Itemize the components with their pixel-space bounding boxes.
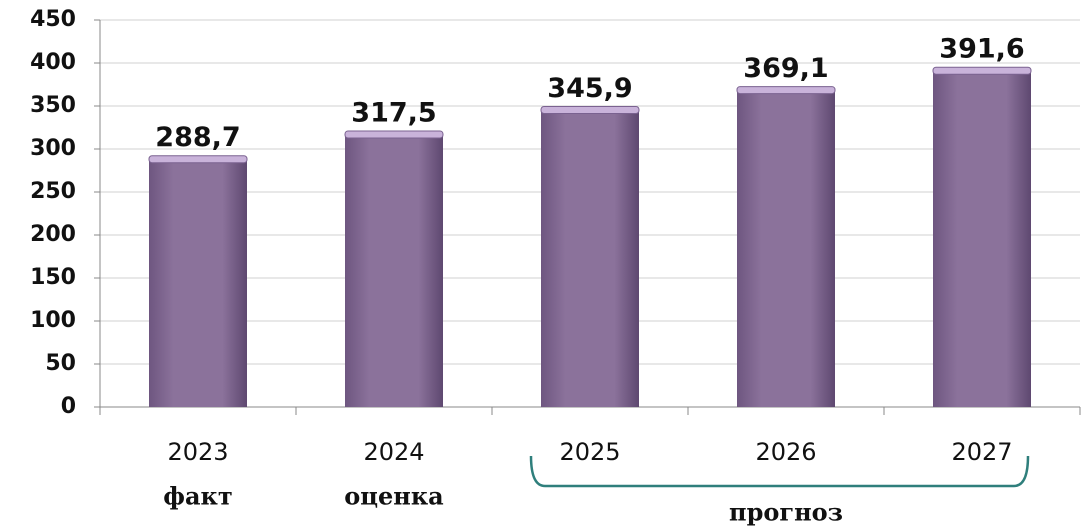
y-tick-label: 450 bbox=[30, 7, 76, 32]
y-tick-label: 250 bbox=[30, 179, 76, 204]
y-tick-label: 300 bbox=[30, 136, 76, 161]
annotation: факт bbox=[163, 482, 232, 511]
bar bbox=[541, 109, 639, 407]
y-tick-label: 50 bbox=[45, 351, 76, 376]
y-tick-label: 400 bbox=[30, 50, 76, 75]
value-label: 345,9 bbox=[547, 73, 632, 104]
y-tick-label: 150 bbox=[30, 265, 76, 290]
bar-cap bbox=[932, 66, 1032, 75]
y-tick-label: 200 bbox=[30, 222, 76, 247]
y-tick-label: 100 bbox=[30, 308, 76, 333]
x-tick-label: 2024 bbox=[363, 438, 424, 466]
annotation: оценка bbox=[344, 482, 443, 511]
bar bbox=[737, 89, 835, 407]
bar-cap bbox=[736, 86, 836, 95]
bar bbox=[149, 158, 247, 407]
x-tick-label: 2023 bbox=[167, 438, 228, 466]
x-tick-label: 2026 bbox=[755, 438, 816, 466]
bracket bbox=[529, 455, 1030, 488]
bar-cap bbox=[344, 130, 444, 139]
y-tick-label: 0 bbox=[61, 394, 76, 419]
bar-cap bbox=[540, 106, 640, 115]
x-tick-label: 2027 bbox=[951, 438, 1012, 466]
value-label: 317,5 bbox=[351, 97, 436, 128]
bar bbox=[345, 133, 443, 407]
bar bbox=[933, 70, 1031, 407]
y-tick-label: 350 bbox=[30, 93, 76, 118]
value-label: 391,6 bbox=[939, 34, 1024, 65]
value-label: 369,1 bbox=[743, 53, 828, 84]
x-tick-label: 2025 bbox=[559, 438, 620, 466]
bar-cap bbox=[148, 155, 248, 164]
annotation: прогноз bbox=[729, 498, 843, 527]
value-label: 288,7 bbox=[155, 122, 240, 153]
